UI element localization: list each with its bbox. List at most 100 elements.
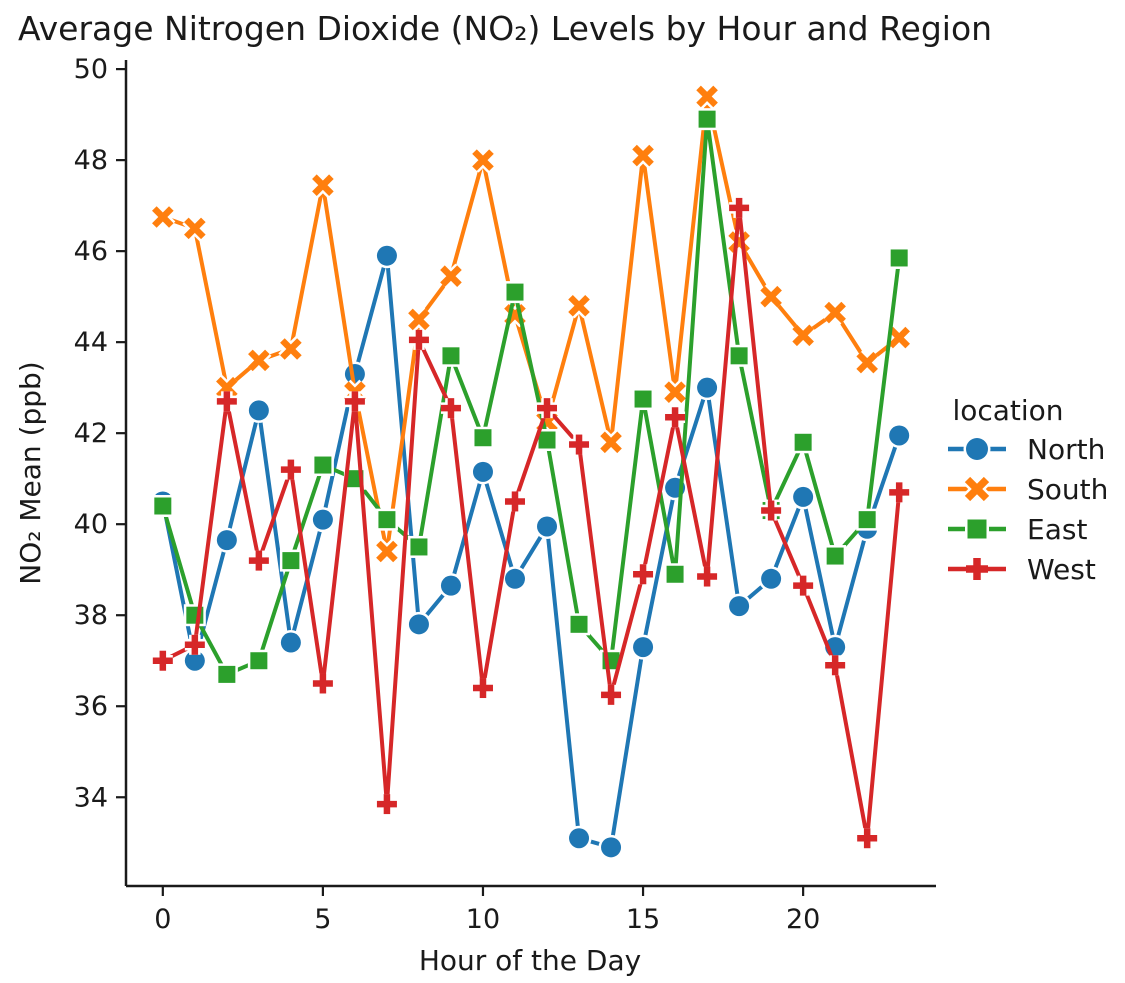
- data-point-marker-plus: [761, 500, 782, 521]
- data-point-marker-circle: [758, 566, 784, 592]
- data-point-marker-plus: [280, 459, 301, 480]
- data-point-marker-x: [566, 293, 592, 319]
- data-point-marker-circle: [886, 422, 912, 448]
- data-point-marker-plus: [825, 655, 846, 676]
- data-point-marker-x: [790, 322, 816, 348]
- data-point-marker-square: [279, 549, 302, 572]
- x-tick-label: 20: [786, 904, 820, 935]
- series-line-west: [160, 205, 902, 841]
- data-point-marker-plus: [601, 684, 622, 705]
- y-tick-label: 40: [74, 509, 108, 540]
- data-point-marker-plus: [697, 566, 718, 587]
- series-west: [152, 197, 910, 849]
- data-point-marker-x: [182, 215, 208, 241]
- data-point-marker-circle: [662, 475, 688, 501]
- data-point-marker-x: [662, 379, 688, 405]
- data-point-marker-x: [470, 147, 496, 173]
- data-point-marker-square: [568, 613, 591, 636]
- data-point-marker-square: [183, 604, 206, 627]
- legend-entry-east: East: [948, 513, 1087, 546]
- data-point-marker-plus: [966, 558, 988, 580]
- data-point-marker-x: [246, 347, 272, 373]
- data-point-marker-plus: [793, 575, 814, 596]
- data-point-marker-x: [374, 538, 400, 565]
- legend-label-south: South: [1027, 473, 1108, 506]
- data-point-marker-square: [856, 508, 879, 531]
- data-point-marker-x: [150, 204, 176, 230]
- series-line-north: [160, 253, 902, 850]
- data-point-marker-x: [406, 306, 432, 332]
- data-point-marker-plus: [184, 634, 205, 655]
- data-point-marker-circle: [470, 459, 496, 485]
- x-tick-label: 5: [314, 904, 331, 935]
- data-point-marker-x: [630, 143, 656, 169]
- data-point-marker-square: [664, 563, 687, 586]
- data-point-marker-square: [632, 388, 655, 411]
- x-tick-label: 0: [154, 904, 171, 935]
- data-point-marker-square: [311, 454, 334, 477]
- data-point-marker-circle: [566, 825, 592, 851]
- y-tick-label: 42: [74, 418, 108, 449]
- data-point-marker-square: [503, 281, 526, 304]
- y-tick-label: 36: [74, 691, 108, 722]
- data-point-marker-square: [247, 649, 270, 672]
- data-point-marker-circle: [963, 435, 991, 463]
- data-point-marker-circle: [438, 573, 464, 599]
- legend-entry-north: North: [948, 433, 1105, 466]
- y-tick-label: 34: [74, 782, 108, 813]
- data-point-marker-circle: [598, 834, 624, 860]
- data-point-marker-circle: [534, 513, 560, 539]
- data-point-marker-circle: [406, 611, 432, 637]
- data-point-marker-plus: [472, 678, 493, 699]
- data-point-marker-square: [824, 545, 847, 568]
- data-point-marker-x: [310, 172, 336, 198]
- data-point-marker-square: [407, 535, 430, 558]
- data-point-marker-plus: [152, 650, 173, 671]
- data-point-marker-circle: [310, 507, 336, 533]
- data-point-marker-circle: [374, 243, 400, 269]
- data-point-marker-square: [965, 517, 989, 541]
- y-tick-label: 46: [74, 236, 108, 267]
- data-point-marker-plus: [440, 398, 461, 419]
- legend-label-north: North: [1027, 433, 1105, 466]
- data-point-marker-plus: [633, 564, 654, 585]
- data-point-marker-square: [728, 344, 751, 367]
- data-point-marker-x: [694, 83, 720, 109]
- legend-entry-west: West: [948, 553, 1096, 586]
- data-point-marker-plus: [889, 482, 910, 503]
- y-tick-label: 38: [74, 600, 108, 631]
- data-point-marker-plus: [857, 828, 878, 849]
- data-point-marker-plus: [569, 434, 590, 455]
- data-point-marker-plus: [537, 398, 558, 419]
- data-point-marker-square: [471, 426, 494, 449]
- data-point-marker-circle: [790, 484, 816, 510]
- data-point-marker-plus: [312, 673, 333, 694]
- data-point-marker-plus: [729, 197, 750, 218]
- data-point-marker-circle: [182, 648, 208, 674]
- legend-title: location: [952, 394, 1063, 427]
- data-point-marker-plus: [248, 550, 269, 571]
- data-point-marker-plus: [216, 391, 237, 412]
- y-axis-label: NO₂ Mean (ppb): [14, 361, 47, 584]
- data-point-marker-x: [598, 429, 624, 455]
- x-tick-label: 15: [626, 904, 660, 935]
- data-point-marker-plus: [504, 491, 525, 512]
- x-tick-label: 10: [466, 904, 500, 935]
- y-tick-label: 50: [74, 54, 108, 85]
- series-north: [150, 243, 912, 860]
- chart-title: Average Nitrogen Dioxide (NO₂) Levels by…: [18, 9, 992, 48]
- data-point-marker-circle: [214, 527, 240, 553]
- x-axis-label: Hour of the Day: [419, 944, 641, 977]
- data-point-marker-x: [278, 336, 304, 362]
- data-point-marker-x: [963, 475, 991, 503]
- data-point-marker-plus: [665, 407, 686, 428]
- plot-area: 34 36 38 40 42 44 46 48 50 0 5 10 15 20: [74, 54, 936, 935]
- data-point-marker-square: [696, 108, 719, 131]
- data-point-marker-x: [758, 284, 784, 310]
- data-point-marker-square: [888, 246, 911, 269]
- data-point-marker-circle: [278, 630, 304, 656]
- data-point-marker-x: [854, 350, 880, 376]
- data-point-marker-plus: [344, 391, 365, 412]
- series-line-south: [160, 94, 902, 554]
